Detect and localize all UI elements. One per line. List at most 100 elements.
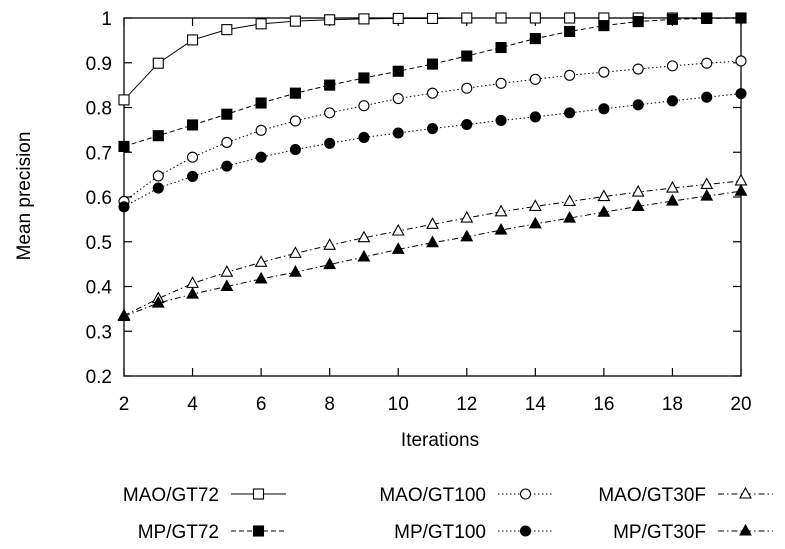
legend: MAO/GT72 MP/GT72 MAO/GT100 MP/GT100 MAO/GT30… xyxy=(123,485,773,543)
y-tick-label: 1 xyxy=(101,9,112,30)
data-point xyxy=(220,265,234,277)
x-tick-label: 16 xyxy=(593,394,614,415)
data-point xyxy=(529,111,541,123)
data-point xyxy=(289,87,301,99)
data-point xyxy=(152,182,164,194)
y-tick-label: 0.9 xyxy=(86,54,112,75)
data-point xyxy=(187,34,199,46)
data-point xyxy=(460,210,474,223)
series-mao-gt30f xyxy=(117,173,748,321)
data-point xyxy=(700,177,714,190)
data-point xyxy=(529,33,541,45)
data-point xyxy=(666,13,678,25)
legend-label: MAO/GT30F xyxy=(598,485,706,506)
data-point xyxy=(221,24,233,36)
data-point xyxy=(288,265,302,277)
data-point xyxy=(324,79,336,91)
data-point xyxy=(358,13,370,25)
data-point xyxy=(324,107,336,119)
data-point xyxy=(494,222,508,235)
y-tick-label: 0.7 xyxy=(86,143,112,164)
data-point xyxy=(701,12,713,24)
legend-marker xyxy=(519,488,532,500)
data-point xyxy=(152,57,164,69)
data-point xyxy=(118,94,130,106)
legend-marker xyxy=(739,486,752,499)
legend-label: MP/GT30F xyxy=(613,522,706,543)
data-point xyxy=(564,69,576,81)
data-point xyxy=(187,119,199,131)
x-tick-label: 14 xyxy=(525,394,547,415)
data-point xyxy=(734,173,748,186)
data-point xyxy=(357,249,371,262)
data-point xyxy=(495,77,507,89)
y-tick-label: 0.3 xyxy=(86,322,112,343)
data-point xyxy=(152,130,164,142)
data-point xyxy=(255,97,267,109)
data-point xyxy=(186,276,199,288)
data-point xyxy=(528,216,542,229)
series-line xyxy=(123,190,742,317)
plot-frame xyxy=(123,17,742,377)
legend-marker xyxy=(252,488,265,500)
data-point xyxy=(358,131,370,144)
series-layer xyxy=(117,12,748,322)
data-point xyxy=(358,72,370,84)
data-point xyxy=(460,229,474,242)
data-point xyxy=(187,170,199,182)
x-tick-label: 8 xyxy=(324,394,335,415)
data-point xyxy=(323,257,337,270)
legend-marker xyxy=(252,525,265,537)
data-point xyxy=(118,140,130,152)
data-point xyxy=(221,108,233,120)
series-mp-gt100 xyxy=(118,88,747,213)
x-tick-label: 6 xyxy=(256,394,267,415)
data-point xyxy=(495,12,507,24)
data-point xyxy=(734,184,748,196)
data-point xyxy=(254,255,268,267)
data-point xyxy=(392,65,404,77)
data-point xyxy=(564,25,576,37)
x-tick-label: 20 xyxy=(730,394,751,415)
data-point xyxy=(426,217,439,229)
legend-entry: MAO/GT100 xyxy=(379,485,553,506)
x-tick-label: 2 xyxy=(119,394,130,415)
legend-label: MP/GT100 xyxy=(394,522,486,543)
data-point xyxy=(221,136,233,148)
data-point xyxy=(666,193,679,206)
data-point xyxy=(632,63,644,75)
data-point xyxy=(426,58,439,70)
data-point xyxy=(666,180,679,193)
data-point xyxy=(324,14,336,26)
data-point xyxy=(529,12,541,24)
data-point xyxy=(118,201,130,213)
data-point xyxy=(392,127,404,139)
legend-entry: MAO/GT72 xyxy=(123,485,286,506)
data-point xyxy=(426,235,439,248)
data-point xyxy=(289,15,301,27)
data-point xyxy=(563,210,577,223)
data-point xyxy=(598,66,610,78)
data-point xyxy=(392,12,404,24)
data-point xyxy=(426,122,439,135)
data-point xyxy=(151,295,165,308)
data-point xyxy=(255,124,267,136)
y-tick-label: 0.5 xyxy=(86,233,112,254)
data-point xyxy=(735,12,747,24)
legend-entry: MP/GT72 xyxy=(138,522,286,543)
data-point xyxy=(255,151,267,163)
data-point xyxy=(597,189,611,202)
data-point xyxy=(701,57,713,69)
data-point xyxy=(255,18,267,30)
y-axis-title: Mean precision xyxy=(14,132,35,261)
data-point xyxy=(700,188,714,201)
series-mp-gt72 xyxy=(118,12,747,152)
data-point xyxy=(426,87,439,99)
data-point xyxy=(221,160,233,172)
data-point xyxy=(152,170,164,182)
data-point xyxy=(323,238,337,250)
data-point xyxy=(666,60,678,72)
legend-entry: MAO/GT30F xyxy=(598,485,773,506)
data-point xyxy=(528,199,542,211)
